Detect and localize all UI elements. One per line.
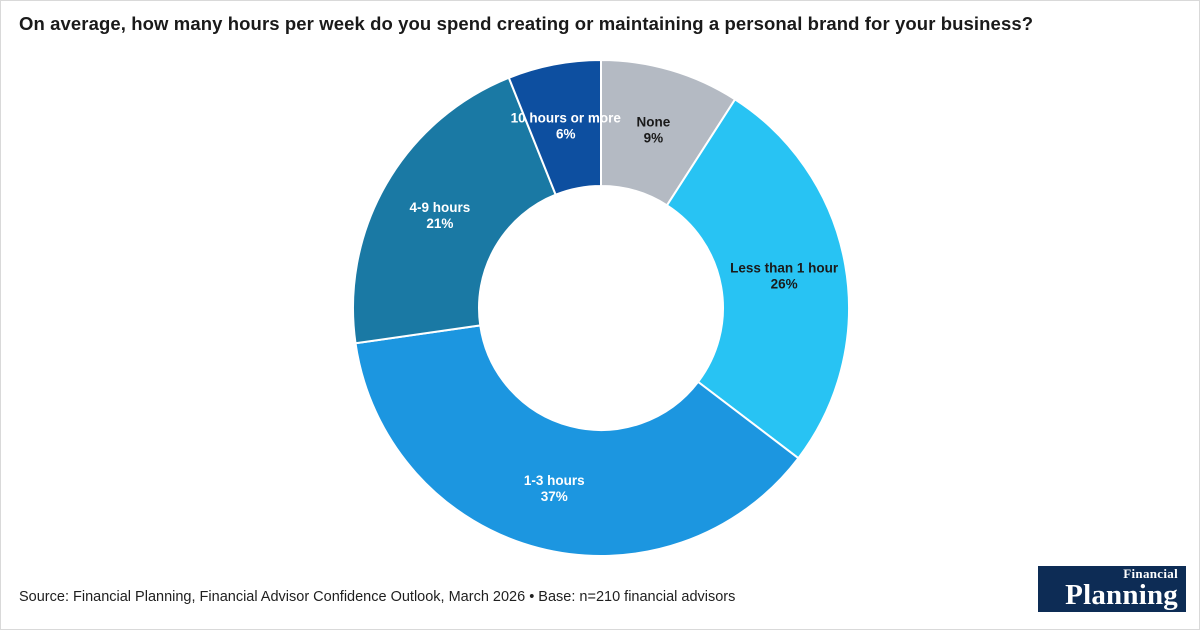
donut-slice-4-9-hours [352,76,557,345]
slice-label-10-hours-or-more: 10 hours or more 6% [511,110,622,141]
donut-slice-10-hours-or-more [507,58,602,197]
slice-label-4-9-hours: 4-9 hours 21% [410,200,471,231]
logo-planning-text: Planning [1065,578,1178,611]
slice-label-1-3-hours: 1-3 hours 37% [524,473,585,504]
financial-planning-logo: Financial Planning [1038,566,1186,612]
donut-slice-1-3-hours [354,324,800,557]
source-text: Source: Financial Planning, Financial Ad… [19,589,736,605]
slice-label-none: None 9% [637,115,671,146]
logo-financial-text: Financial [1123,566,1178,582]
donut-slice-less-than-1-hour [665,97,850,460]
slice-label-less-than-1-hour: Less than 1 hour 26% [730,261,839,292]
chart-title: On average, how many hours per week do y… [19,13,1034,34]
